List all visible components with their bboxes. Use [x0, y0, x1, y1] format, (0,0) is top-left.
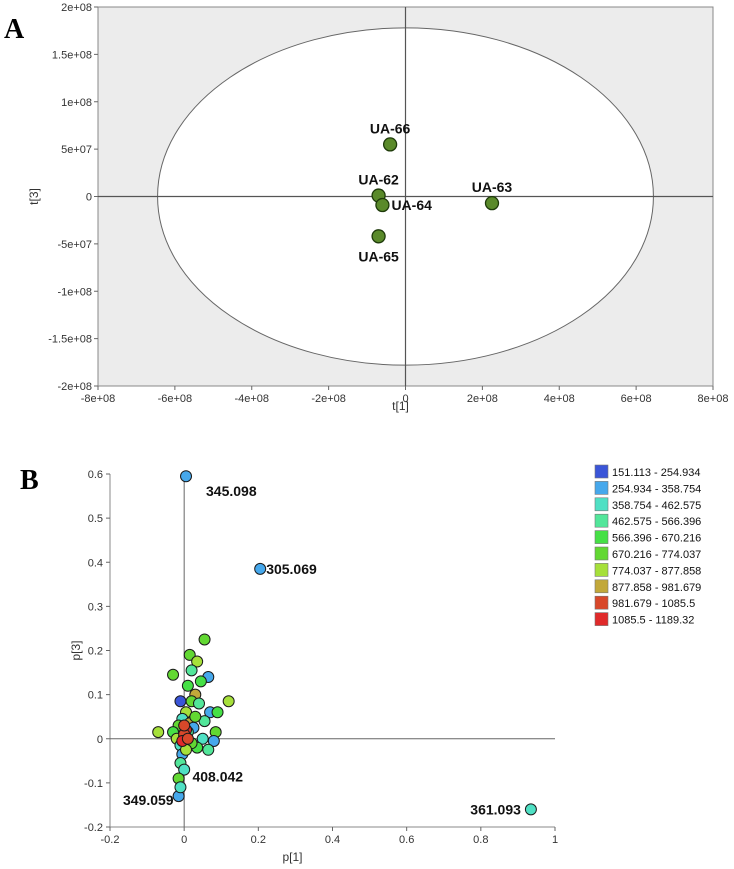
variable-point	[152, 726, 165, 739]
y-tick-label: 0	[97, 734, 103, 746]
legend-swatch	[594, 497, 609, 512]
point-label: 361.093	[470, 801, 521, 817]
variable-point	[524, 803, 537, 816]
variable-point	[189, 710, 202, 723]
x-tick-label: 0.4	[325, 834, 340, 846]
legend-swatch	[594, 595, 609, 610]
variable-point	[185, 664, 198, 677]
panel-label-b: B	[20, 465, 39, 496]
x-tick-label: -2e+08	[311, 393, 346, 405]
point-label: 349.059	[123, 792, 174, 808]
y-tick-label: -2e+08	[57, 381, 92, 393]
legend-label: 774.037 - 877.858	[612, 565, 701, 577]
variable-point	[167, 668, 180, 681]
x-tick-label: 0.8	[473, 834, 488, 846]
variable-point	[180, 470, 193, 483]
variable-point	[198, 633, 211, 646]
variable-point	[193, 697, 205, 710]
point-label: UA-63	[472, 179, 513, 195]
sample-point	[375, 197, 390, 213]
y-tick-label: 2e+08	[61, 2, 92, 14]
legend-swatch	[594, 546, 609, 561]
legend-swatch	[594, 563, 609, 577]
legend-swatch	[594, 464, 609, 479]
legend-label: 1085.5 - 1189.32	[612, 615, 694, 627]
y-tick-label: -0.2	[84, 822, 103, 834]
variable-point	[254, 562, 267, 575]
variable-point	[174, 695, 187, 708]
variable-point	[181, 732, 194, 745]
x-tick-label: 0	[402, 393, 408, 405]
legend-label: 462.575 - 566.396	[612, 516, 701, 528]
y-tick-label: 0.6	[88, 469, 103, 481]
y-tick-label: 0.3	[88, 601, 103, 613]
y-axis-label: t[3]	[27, 188, 41, 205]
sample-point	[484, 195, 500, 211]
variable-point	[202, 743, 215, 756]
variable-point	[174, 781, 187, 794]
sample-point	[371, 229, 386, 244]
y-tick-label: 0	[86, 192, 92, 204]
variable-point	[178, 719, 191, 732]
point-label: 345.098	[206, 483, 257, 499]
x-tick-label: -0.2	[101, 834, 120, 846]
y-tick-label: -1.5e+08	[48, 334, 92, 346]
y-tick-label: 0.1	[88, 690, 103, 702]
legend-label: 877.858 - 981.679	[612, 582, 701, 594]
legend-swatch	[594, 481, 609, 495]
legend-swatch	[594, 612, 609, 626]
variable-point	[207, 734, 220, 747]
y-tick-label: -5e+07	[57, 239, 92, 251]
chart-b: -0.2 0 0.2 0.4 0.6 0.8 1 -0.2 -0.1 0 0.1 0.2 0.3 0.4 0…	[69, 464, 701, 864]
legend-label: 254.934 - 358.754	[612, 483, 701, 495]
legend-swatch	[594, 530, 609, 544]
variable-point	[196, 732, 209, 745]
y-tick-label: 1.5e+08	[52, 49, 92, 61]
variable-point	[183, 648, 196, 661]
variable-point	[178, 763, 191, 776]
legend-label: 151.113 - 254.934	[612, 467, 700, 479]
x-tick-label: -8e+08	[81, 393, 116, 405]
legend-label: 566.396 - 670.216	[612, 533, 701, 545]
x-axis-label: t[1]	[392, 399, 409, 413]
y-tick-label: 0.5	[88, 513, 103, 525]
variable-point	[194, 675, 207, 688]
x-tick-label: -4e+08	[234, 393, 269, 405]
point-label: UA-64	[391, 197, 432, 213]
x-tick-label: 0.2	[251, 834, 266, 846]
legend-swatch	[594, 579, 609, 594]
x-tick-label: 8e+08	[698, 393, 729, 405]
x-tick-label: 1	[552, 834, 558, 846]
variable-point	[211, 706, 224, 719]
x-tick-label: -6e+08	[158, 393, 193, 405]
y-tick-label: -0.1	[84, 778, 103, 790]
y-tick-label: -1e+08	[57, 286, 92, 298]
variable-point	[181, 679, 194, 692]
legend-swatch	[594, 513, 609, 528]
x-tick-label: 0.6	[399, 834, 414, 846]
point-label: UA-62	[358, 172, 399, 188]
point-label: UA-65	[358, 248, 399, 264]
legend-label: 981.679 - 1085.5	[612, 598, 695, 610]
x-tick-label: 4e+08	[544, 393, 575, 405]
legend-label: 670.216 - 774.037	[612, 549, 701, 561]
y-axis-label: p[3]	[69, 640, 83, 660]
point-label: 408.042	[192, 768, 243, 784]
x-axis-label: p[1]	[282, 850, 302, 864]
x-tick-label: 6e+08	[621, 393, 652, 405]
y-tick-label: 0.4	[88, 557, 103, 569]
y-tick-label: 0.2	[88, 646, 103, 658]
variable-point	[222, 695, 235, 708]
x-tick-label: 2e+08	[467, 393, 498, 405]
legend-label: 358.754 - 462.575	[612, 500, 701, 512]
variable-point	[191, 655, 204, 668]
panel-label-a: A	[4, 14, 25, 45]
x-tick-label: 0	[181, 834, 187, 846]
point-label: UA-66	[370, 120, 411, 136]
y-tick-label: 1e+08	[61, 97, 92, 109]
sample-point	[382, 137, 398, 152]
point-label: 305.069	[266, 561, 317, 577]
chart-a: -8e+08 -6e+08 -4e+08 -2e+08 0 2e+08 4e+08 6e+08…	[27, 2, 729, 413]
y-tick-label: 5e+07	[61, 144, 92, 156]
